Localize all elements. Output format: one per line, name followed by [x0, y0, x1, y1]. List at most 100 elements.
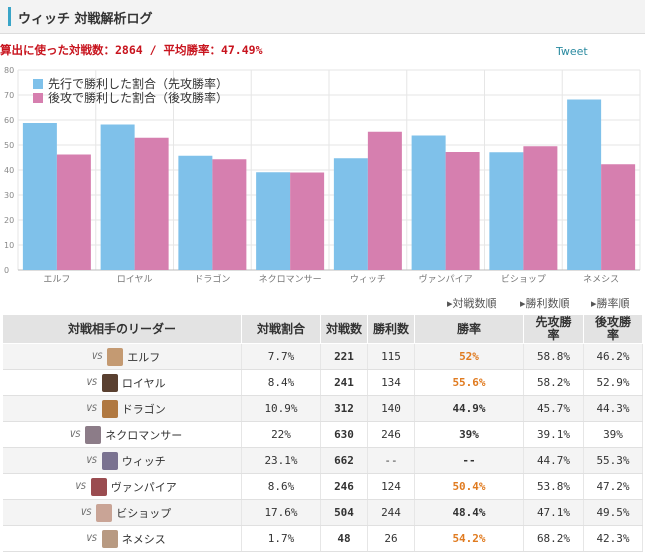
matchup-table: 対戦相手のリーダー 対戦割合 対戦数 勝利数 勝率 先攻勝率 後攻勝率 VS エル…	[2, 314, 643, 552]
matches-cell: 246	[320, 473, 368, 500]
table-row[interactable]: VS ウィッチ 23.1% 662 -- -- 44.7% 55.3%	[2, 447, 643, 474]
leader-cell: VS ネクロマンサー	[2, 421, 242, 448]
winrate-cell: 54.2%	[414, 525, 524, 552]
second-winrate-cell: 39%	[583, 421, 643, 448]
col-header-wins: 勝利数	[367, 314, 415, 344]
legend-swatch-second	[33, 93, 43, 103]
bar-second-attack	[367, 131, 402, 270]
ratio-cell: 17.6%	[241, 499, 321, 526]
bar-second-attack	[523, 146, 558, 270]
wins-cell: 115	[367, 343, 415, 370]
chart-legend: 先行で勝利した割合（先攻勝率） 後攻で勝利した割合（後攻勝率）	[33, 77, 228, 105]
matches-cell: 630	[320, 421, 368, 448]
y-tick-label: 30	[4, 191, 14, 200]
table-row[interactable]: VS ネメシス 1.7% 48 26 54.2% 68.2% 42.3%	[2, 525, 643, 552]
x-tick-label: ビショップ	[501, 274, 546, 285]
sort-by-wins-link[interactable]: ▸勝利数順	[520, 297, 570, 310]
x-tick-label: ウィッチ	[350, 274, 386, 285]
x-tick-label: ネクロマンサー	[259, 274, 322, 285]
leader-avatar-icon	[101, 373, 118, 392]
first-winrate-cell: 68.2%	[523, 525, 584, 552]
first-winrate-cell: 44.7%	[523, 447, 584, 474]
table-row[interactable]: VS ヴァンパイア 8.6% 246 124 50.4% 53.8% 47.2%	[2, 473, 643, 500]
ratio-cell: 7.7%	[241, 343, 321, 370]
header-accent-bar	[8, 7, 11, 26]
first-winrate-cell: 58.2%	[523, 369, 584, 396]
second-winrate-cell: 42.3%	[583, 525, 643, 552]
col-header-matches: 対戦数	[320, 314, 368, 344]
wins-cell: --	[367, 447, 415, 474]
leader-avatar-icon	[107, 347, 124, 366]
table-row[interactable]: VS ネクロマンサー 22% 630 246 39% 39.1% 39%	[2, 421, 643, 448]
vs-label: VS	[86, 455, 98, 466]
vs-label: VS	[86, 403, 98, 414]
legend-item-second: 後攻で勝利した割合（後攻勝率）	[33, 91, 228, 105]
x-tick-label: エルフ	[43, 275, 70, 285]
col-header-second-winrate: 後攻勝率	[583, 314, 643, 344]
first-winrate-cell: 45.7%	[523, 395, 584, 422]
second-winrate-cell: 52.9%	[583, 369, 643, 396]
y-tick-label: 20	[4, 216, 14, 225]
wins-cell: 246	[367, 421, 415, 448]
table-row[interactable]: VS ビショップ 17.6% 504 244 48.4% 47.1% 49.5%	[2, 499, 643, 526]
vs-label: VS	[75, 481, 87, 492]
x-tick-label: ネメシス	[583, 274, 619, 285]
leader-cell: VS ネメシス	[2, 525, 242, 552]
legend-item-first: 先行で勝利した割合（先攻勝率）	[33, 77, 228, 91]
matches-cell: 221	[320, 343, 368, 370]
ratio-cell: 10.9%	[241, 395, 321, 422]
second-winrate-cell: 46.2%	[583, 343, 643, 370]
matches-cell: 48	[320, 525, 368, 552]
leader-avatar-icon	[101, 529, 118, 548]
first-winrate-cell: 53.8%	[523, 473, 584, 500]
second-winrate-cell: 47.2%	[583, 473, 643, 500]
second-winrate-cell: 49.5%	[583, 499, 643, 526]
bar-first-attack	[22, 123, 57, 270]
winrate-cell: 44.9%	[414, 395, 524, 422]
ratio-cell: 22%	[241, 421, 321, 448]
sort-by-matches-link[interactable]: ▸対戦数順	[447, 297, 497, 310]
matches-cell: 241	[320, 369, 368, 396]
bar-first-attack	[411, 135, 446, 270]
bar-first-attack	[567, 99, 602, 270]
table-header-row: 対戦相手のリーダー 対戦割合 対戦数 勝利数 勝率 先攻勝率 後攻勝率	[2, 314, 643, 344]
table-row[interactable]: VS エルフ 7.7% 221 115 52% 58.8% 46.2%	[2, 343, 643, 370]
ratio-cell: 1.7%	[241, 525, 321, 552]
ratio-cell: 8.4%	[241, 369, 321, 396]
page-header: ウィッチ 対戦解析ログ	[0, 0, 645, 34]
leader-name: ネクロマンサー	[105, 428, 183, 442]
bar-second-attack	[601, 164, 636, 270]
leader-name: ネメシス	[121, 532, 166, 546]
vs-label: VS	[86, 533, 98, 544]
matches-cell: 312	[320, 395, 368, 422]
tweet-link[interactable]: Tweet	[556, 45, 588, 58]
vs-label: VS	[69, 429, 81, 440]
col-header-leader: 対戦相手のリーダー	[2, 314, 242, 344]
y-tick-label: 50	[4, 141, 14, 150]
winrate-cell: 50.4%	[414, 473, 524, 500]
leader-cell: VS エルフ	[2, 343, 242, 370]
ratio-cell: 23.1%	[241, 447, 321, 474]
y-tick-label: 70	[4, 91, 14, 100]
wins-cell: 124	[367, 473, 415, 500]
bar-first-attack	[100, 124, 135, 270]
y-tick-label: 0	[4, 266, 9, 275]
bar-first-attack	[333, 158, 368, 270]
sort-by-winrate-link[interactable]: ▸勝率順	[591, 297, 630, 310]
legend-label-first: 先行で勝利した割合（先攻勝率）	[48, 77, 229, 91]
leader-cell: VS ウィッチ	[2, 447, 242, 474]
leader-cell: VS ドラゴン	[2, 395, 242, 422]
col-header-ratio: 対戦割合	[241, 314, 321, 344]
first-winrate-cell: 58.8%	[523, 343, 584, 370]
summary-stats: 算出に使った対戦数：2864 / 平均勝率：47.49%	[0, 43, 263, 57]
leader-name: ドラゴン	[121, 402, 166, 416]
leader-name: ヴァンパイア	[110, 480, 177, 494]
winrate-cell: 55.6%	[414, 369, 524, 396]
bar-first-attack	[489, 152, 524, 270]
table-row[interactable]: VS ドラゴン 10.9% 312 140 44.9% 45.7% 44.3%	[2, 395, 643, 422]
vs-label: VS	[91, 351, 103, 362]
table-row[interactable]: VS ロイヤル 8.4% 241 134 55.6% 58.2% 52.9%	[2, 369, 643, 396]
col-header-winrate: 勝率	[414, 314, 524, 344]
bar-second-attack	[56, 154, 91, 270]
leader-avatar-icon	[96, 503, 113, 522]
